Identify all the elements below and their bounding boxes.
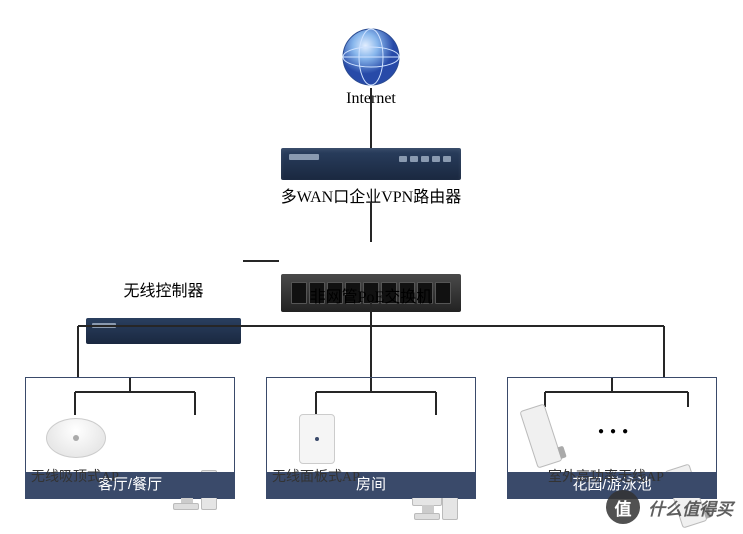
zone3-device-label: 室外高功率无线AP xyxy=(548,466,718,486)
outdoor-ap-icon xyxy=(519,403,562,468)
watermark: 值 什么值得买 xyxy=(606,490,733,524)
panel-ap-icon xyxy=(299,414,335,464)
zone1-device-label: 无线吸顶式AP xyxy=(25,466,155,486)
internet-globe-icon xyxy=(342,28,400,86)
ceiling-ap-icon xyxy=(46,418,106,458)
watermark-badge: 值 xyxy=(606,490,640,524)
router-label: 多WAN口企业VPN路由器 xyxy=(260,183,482,207)
internet-label: Internet xyxy=(300,90,442,108)
watermark-text: 什么值得买 xyxy=(648,495,733,520)
wireless-controller-device xyxy=(86,318,241,344)
router-device xyxy=(281,148,461,180)
switch-label: 非网管PoE交换机 xyxy=(281,283,461,307)
ellipsis-dots: ●●● xyxy=(598,426,634,437)
zone2-device-label: 无线面板式AP xyxy=(266,466,396,486)
controller-label: 无线控制器 xyxy=(86,277,241,301)
